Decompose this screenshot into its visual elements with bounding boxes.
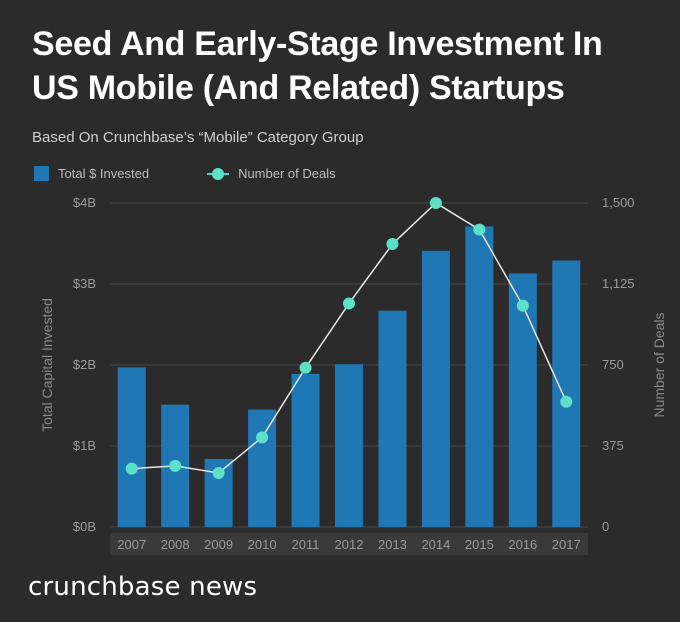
bar [421, 250, 450, 528]
label-layer: $0B 0 $1B 375 $2B 750 $3B 1,125 $4B 1,500 2007 2008… [39, 195, 667, 555]
legend-label-deals: Number of Deals [238, 166, 336, 181]
combo-chart: $0B 0 $1B 375 $2B 750 $3B 1,125 $4B 1,500 2007 2008… [39, 195, 667, 555]
deals-point [299, 361, 312, 374]
x-tick-label: 2017 [552, 537, 581, 552]
deals-point [429, 197, 442, 209]
y2-tick-label: 375 [602, 438, 624, 453]
y-tick-label: $0B [73, 519, 96, 534]
line-layer [125, 197, 573, 479]
brand-logo-text: crunchbase news [28, 572, 258, 602]
chart-title: Seed And Early-Stage Investment In US Mo… [32, 25, 603, 107]
deals-point [343, 297, 355, 310]
y-axis-title: Total Capital Invested [39, 298, 55, 432]
deals-point [473, 223, 486, 236]
bar [378, 310, 407, 527]
deals-point [516, 299, 529, 312]
y-tick-label: $1B [73, 438, 96, 453]
bar-layer [117, 226, 581, 528]
bar [465, 226, 494, 528]
x-tick-label: 2008 [161, 537, 190, 552]
y2-tick-label: 1,125 [602, 276, 635, 291]
x-tick-label: 2007 [117, 537, 146, 552]
deals-point [169, 459, 182, 472]
x-tick-label: 2015 [465, 537, 494, 552]
y2-tick-label: 750 [602, 357, 624, 372]
bar [335, 364, 363, 527]
chart-legend: Total $ Invested Number of Deals [34, 166, 394, 181]
y2-tick-label: 0 [602, 519, 609, 534]
deals-point [212, 467, 225, 479]
bar [508, 273, 537, 527]
deals-point [125, 462, 138, 475]
x-tick-label: 2009 [204, 537, 233, 552]
legend-bar-swatch [34, 166, 49, 181]
deals-point [256, 431, 269, 444]
legend-item-invested: Total $ Invested [34, 166, 149, 181]
x-tick-label: 2016 [508, 537, 537, 552]
x-tick-label: 2010 [248, 537, 277, 552]
deals-point [386, 238, 399, 251]
y2-tick-label: 1,500 [602, 195, 635, 210]
y-tick-label: $3B [73, 276, 96, 291]
y-tick-label: $2B [73, 357, 96, 372]
bar [117, 367, 146, 527]
x-tick-label: 2013 [378, 537, 407, 552]
chart-subtitle: Based On Crunchbase’s “Mobile” Category … [32, 129, 364, 146]
legend-label-invested: Total $ Invested [58, 166, 150, 181]
y-tick-label: $4B [73, 195, 96, 210]
y2-axis-title: Number of Deals [651, 312, 667, 417]
x-tick-label: 2014 [421, 537, 450, 552]
x-tick-label: 2012 [335, 537, 364, 552]
x-axis-band [110, 533, 588, 555]
x-tick-label: 2011 [292, 537, 320, 552]
bar [291, 373, 320, 527]
legend-line-marker [207, 167, 230, 180]
legend-item-deals: Number of Deals [207, 166, 336, 181]
bar [552, 260, 581, 527]
bar [248, 409, 277, 527]
deals-point [560, 395, 573, 408]
